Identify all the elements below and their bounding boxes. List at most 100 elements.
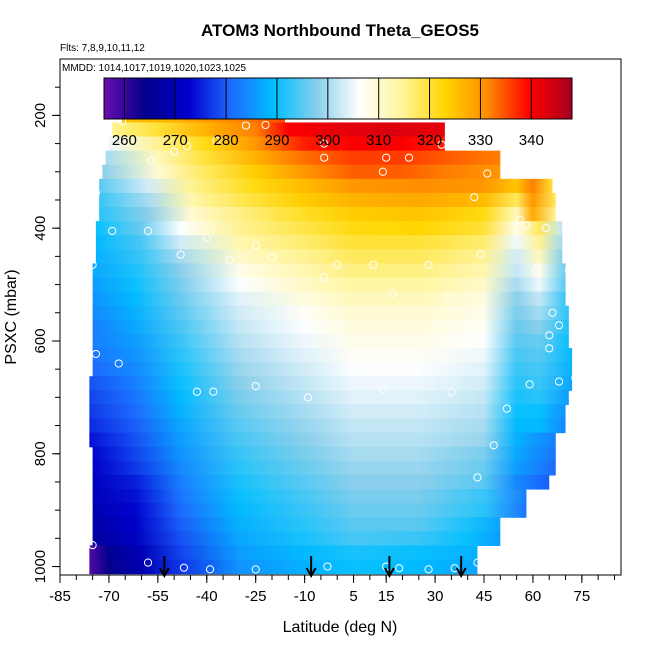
sample-marker [323, 562, 332, 571]
sample-marker [450, 564, 459, 573]
sample-marker [241, 121, 251, 130]
theta-band-475 [92, 263, 566, 279]
sample-marker [176, 250, 185, 259]
theta-band-700 [89, 390, 569, 406]
x-axis-label: Latitude (deg N) [283, 619, 398, 636]
sample-marker [143, 558, 153, 567]
x-tick-label: -25 [245, 588, 267, 605]
sample-marker [388, 288, 397, 298]
y-axis-label: PSXC (mbar) [3, 269, 20, 364]
x-tick-label: 5 [349, 588, 357, 605]
theta-field [89, 108, 573, 575]
flight-arrows [159, 556, 467, 579]
sample-marker [473, 473, 482, 482]
y-tick-label: 800 [32, 441, 49, 466]
colorbar-tick-label: 280 [214, 132, 239, 149]
sample-marker [170, 147, 179, 156]
flight-arrow [455, 556, 467, 579]
sample-marker [525, 380, 534, 389]
sample-marker [554, 321, 564, 330]
theta-band-900 [92, 503, 527, 518]
sample-marker [183, 142, 192, 151]
sample-marker [261, 120, 270, 130]
theta-band-950 [92, 531, 501, 546]
y-axis: 200 400 600 800 1000 [32, 86, 60, 583]
x-tick-label: 45 [476, 588, 493, 605]
flight-arrow [305, 556, 317, 579]
theta-band-275 [105, 150, 501, 166]
sample-marker [320, 273, 329, 282]
sample-marker [476, 250, 485, 259]
sample-marker [378, 167, 388, 176]
theta-band-825 [92, 460, 556, 476]
colorbar-tick-label: 270 [163, 132, 188, 149]
sample-marker [336, 339, 345, 348]
sample-marker [522, 221, 531, 230]
sample-marker [202, 233, 211, 242]
theta-band-1000 [89, 559, 478, 575]
sample-marker [532, 266, 541, 275]
x-tick-label: 15 [378, 588, 395, 605]
sample-marker [88, 541, 97, 550]
sample-marker [571, 373, 580, 382]
sample-marker [147, 156, 156, 165]
sample-marker [398, 350, 407, 360]
sample-marker [369, 260, 378, 269]
sample-marker [333, 260, 342, 269]
flight-arrow [159, 556, 170, 579]
colorbar-tick-label: 300 [315, 132, 340, 149]
sample-marker [447, 387, 456, 396]
sample-marker [564, 228, 573, 237]
colorbar-gradient [103, 77, 573, 120]
theta-band-225 [112, 122, 445, 138]
sample-marker [551, 480, 560, 489]
theta-band-250 [108, 136, 445, 152]
x-tick-label: 75 [574, 588, 591, 605]
sample-marker [554, 377, 564, 386]
theta-band-375 [99, 207, 556, 222]
theta-band-975 [89, 545, 478, 561]
theta-band-400 [95, 221, 563, 236]
dates-note: MMDD: 1014,1017,1019,1020,1023,1025 [62, 63, 246, 74]
theta-band-500 [92, 277, 566, 293]
colorbar-tick-label: 290 [264, 132, 289, 149]
theta-band-300 [102, 164, 501, 180]
sample-marker [108, 226, 117, 236]
theta-band-650 [92, 362, 573, 377]
chart-title: ATOM3 Northbound Theta_GEOS5 [201, 21, 479, 40]
theta-band-725 [89, 404, 566, 420]
sample-marker [212, 136, 221, 145]
theta-band-675 [89, 376, 573, 391]
x-tick-label: -10 [294, 588, 316, 605]
theta-band-925 [92, 517, 501, 532]
x-tick-label: -70 [98, 588, 120, 605]
theta-band-750 [89, 418, 566, 434]
x-tick-label: 60 [525, 588, 542, 605]
theta-band-800 [92, 446, 556, 462]
sample-marker [320, 153, 329, 162]
theta-band-575 [92, 319, 569, 335]
theta-band-325 [99, 178, 553, 194]
sample-marker [489, 441, 498, 450]
y-tick-label: 600 [32, 328, 49, 353]
sample-marker [404, 153, 414, 162]
colorbar-tick-label: 330 [468, 132, 493, 149]
flights-note: Flts: 7,8,9,10,11,12 [60, 43, 145, 54]
sample-marker [205, 565, 215, 574]
x-tick-label: -40 [196, 588, 218, 605]
sample-marker [143, 226, 153, 236]
colorbar: 260 270 280 290 300 310 320 330 340 [103, 77, 573, 149]
sample-marker [251, 240, 260, 250]
sample-marker [91, 349, 100, 359]
x-tick-label: -85 [49, 588, 71, 605]
sample-marker [114, 359, 123, 368]
sample-marker [424, 565, 433, 574]
sample-marker [91, 188, 100, 197]
sample-marker [564, 266, 573, 275]
sample-marker [382, 153, 391, 162]
theta-band-625 [92, 348, 573, 363]
theta-band-600 [92, 333, 569, 349]
theta-band-425 [95, 235, 563, 250]
sample-marker [378, 384, 388, 394]
